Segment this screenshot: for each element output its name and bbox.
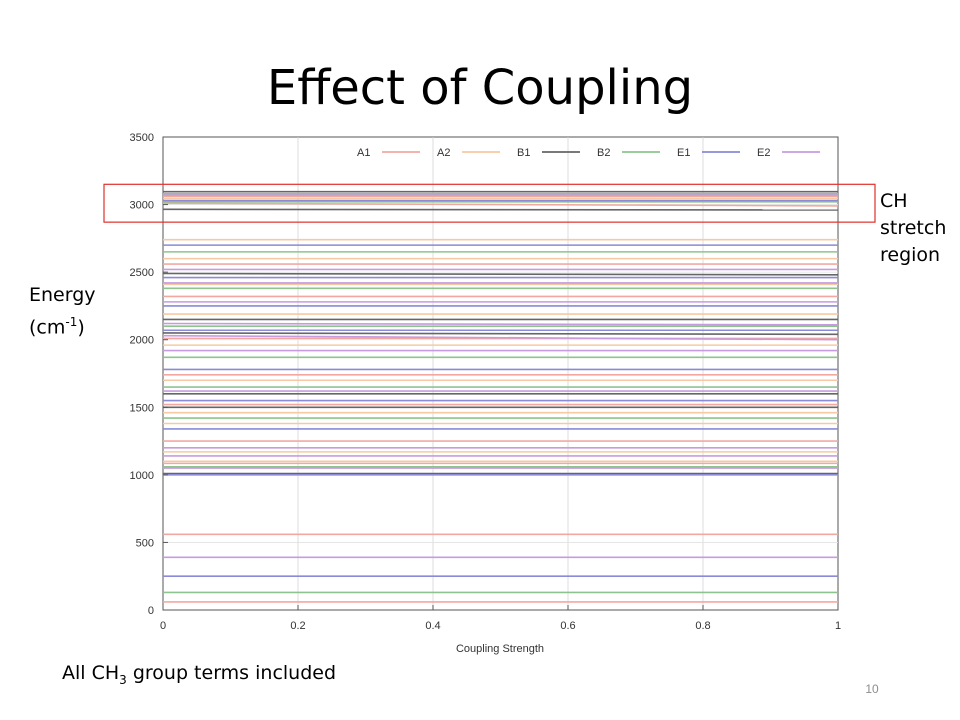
footnote: All CH3 group terms included xyxy=(62,662,337,687)
energy-axis-label: Energy (cm-1) xyxy=(29,284,96,339)
axes: 0 0.2 0.4 0.6 0.8 1 0 500 1000 1500 2000 2500 3000 35… xyxy=(130,132,842,632)
grid-lines xyxy=(162,136,839,611)
ch-stretch-highlight-box xyxy=(103,183,876,223)
x-tick-label: 1 xyxy=(835,620,841,632)
y-tick-label: 1500 xyxy=(130,402,154,414)
level-line-b1 xyxy=(162,272,839,276)
y-tick-label: 1000 xyxy=(130,470,154,482)
legend-label: A2 xyxy=(437,147,450,159)
x-tick-label: 0 xyxy=(160,620,166,632)
x-tick-label: 0.2 xyxy=(290,620,305,632)
y-tick-label: 0 xyxy=(148,605,154,617)
y-tick-label: 3500 xyxy=(130,132,154,144)
y-tick-label: 500 xyxy=(136,537,154,549)
level-line-e2 xyxy=(162,322,839,326)
x-axis-label: Coupling Strength xyxy=(456,643,544,655)
level-line-e2 xyxy=(162,334,839,341)
legend-label: E1 xyxy=(677,147,690,159)
level-line-b1 xyxy=(162,332,839,336)
ch-stretch-region-label: CH stretch region xyxy=(880,190,947,266)
legend-label: A1 xyxy=(357,147,370,159)
legend-label: E2 xyxy=(757,147,770,159)
x-tick-label: 0.8 xyxy=(695,620,710,632)
level-line-a1 xyxy=(162,202,839,207)
plot-frame xyxy=(162,136,839,611)
y-tick-label: 2000 xyxy=(130,335,154,347)
x-tick-label: 0.4 xyxy=(425,620,440,632)
y-tick-label: 3000 xyxy=(130,200,154,212)
slide-title: Effect of Coupling xyxy=(266,60,694,116)
legend-label: B1 xyxy=(517,147,530,159)
x-tick-label: 0.6 xyxy=(560,620,575,632)
slide-number: 10 xyxy=(865,682,879,696)
series-lines xyxy=(162,190,839,603)
legend: A1 A2 B1 B2 E1 E2 xyxy=(357,147,820,159)
y-tick-label: 2500 xyxy=(130,267,154,279)
legend-label: B2 xyxy=(597,147,610,159)
level-line-b1 xyxy=(162,208,839,211)
